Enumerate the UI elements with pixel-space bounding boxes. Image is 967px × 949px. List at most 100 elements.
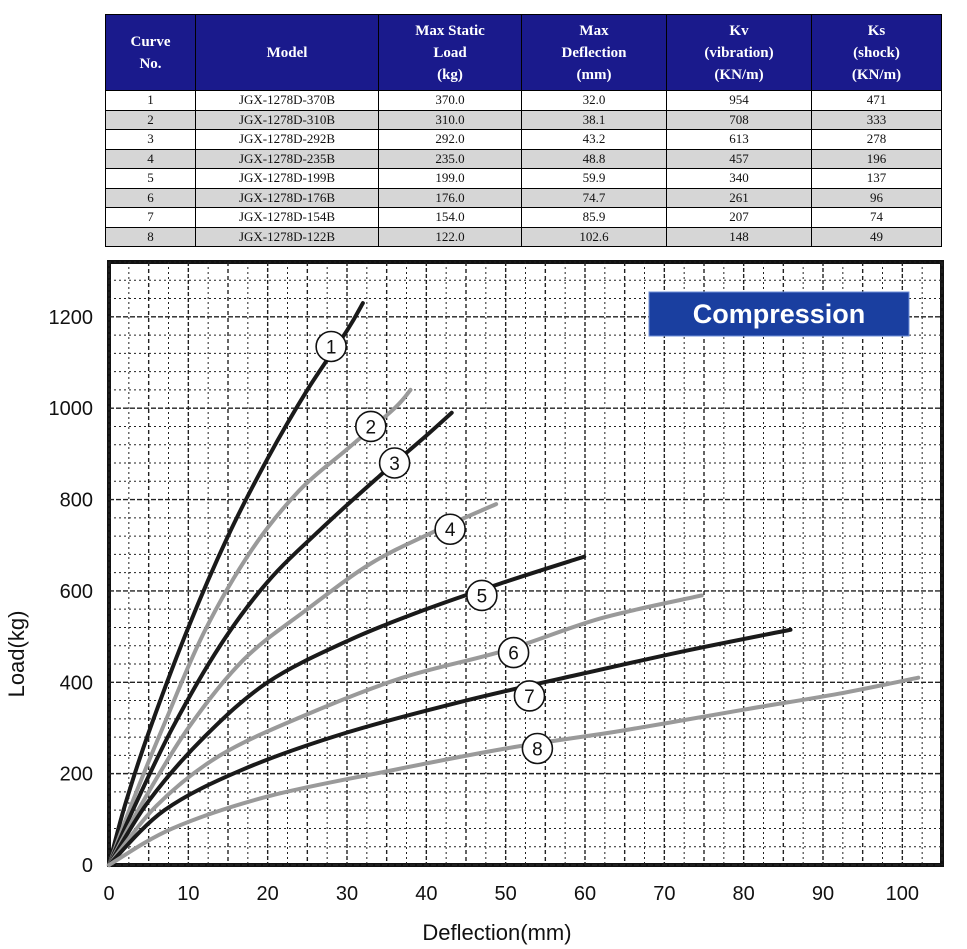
table-cell: 32.0 [521, 90, 667, 111]
table-row: 7 JGX-1278D-154B 154.0 85.9 207 74 [105, 207, 942, 228]
y-axis-title: Load(kg) [4, 611, 29, 698]
curve-label-3: 3 [389, 454, 400, 475]
x-tick-label: 0 [103, 883, 114, 905]
curve-label-4: 4 [445, 520, 456, 541]
table-cell: 199.0 [378, 168, 522, 189]
table-cell: 74 [811, 207, 942, 228]
curve-label-6: 6 [508, 644, 519, 665]
curve-marker-3 [378, 447, 411, 479]
curve-marker-1 [315, 330, 347, 363]
y-tick-label: 1200 [49, 307, 94, 329]
table-cell: 154.0 [378, 207, 522, 228]
curve-line-4 [107, 502, 499, 867]
badge-text: Compression [693, 299, 866, 329]
table-cell: JGX-1278D-199B [195, 168, 379, 189]
table-cell: 38.1 [521, 109, 667, 130]
table-cell: 471 [811, 90, 942, 111]
x-tick-label: 40 [415, 883, 437, 905]
curve-label-7: 7 [524, 687, 535, 708]
table-cell: 6 [105, 187, 196, 208]
curve-line-3 [107, 410, 454, 867]
y-tick-label: 400 [60, 672, 93, 694]
table-cell: 3 [105, 129, 196, 150]
table-cell: 235.0 [378, 148, 522, 169]
table-cell: 278 [811, 129, 942, 150]
y-tick-label: 0 [82, 855, 93, 877]
table-cell: 457 [666, 148, 812, 169]
curve-line-8 [107, 675, 921, 867]
curve-marker-2 [354, 410, 387, 443]
table-cell: 4 [105, 148, 196, 169]
table-cell: 196 [811, 148, 942, 169]
x-tick-label: 10 [177, 883, 199, 905]
table-cell: JGX-1278D-122B [195, 226, 379, 247]
curve-marker-5 [466, 579, 498, 612]
compression-badge: Compression [648, 291, 910, 337]
table-cell: 310.0 [378, 109, 522, 130]
table-cell: 96 [811, 187, 942, 208]
table-cell: 122.0 [378, 226, 522, 247]
table-cell: 261 [666, 187, 812, 208]
table-header: Curve No. Model Max Static Load (kg) Max Deflec… [105, 14, 942, 91]
curve-label-5: 5 [477, 586, 488, 607]
table-cell: 340 [666, 168, 812, 189]
curve-marker-4 [434, 513, 466, 546]
column-header: Ks (shock) (KN/m) [811, 14, 942, 91]
table-row: 2 JGX-1278D-310B 310.0 38.1 708 333 [105, 109, 942, 130]
table-cell: 59.9 [521, 168, 667, 189]
table-cell: 148 [666, 226, 812, 247]
x-tick-label: 80 [733, 883, 755, 905]
grid [108, 261, 943, 866]
x-axis-title: Deflection(mm) [422, 920, 571, 945]
table-cell: 8 [105, 226, 196, 247]
table-cell: 292.0 [378, 129, 522, 150]
table-cell: JGX-1278D-292B [195, 129, 379, 150]
table-cell: 333 [811, 109, 942, 130]
curve-label-1: 1 [326, 338, 337, 359]
table-cell: 370.0 [378, 90, 522, 111]
x-tick-label: 90 [812, 883, 834, 905]
table-cell: 613 [666, 129, 812, 150]
curve-line-5 [107, 554, 587, 867]
table-cell: 102.6 [521, 226, 667, 247]
table-cell: 74.7 [521, 187, 667, 208]
x-tick-label: 50 [495, 883, 517, 905]
table-cell: JGX-1278D-310B [195, 109, 379, 130]
table-row: 5 JGX-1278D-199B 199.0 59.9 340 137 [105, 168, 942, 189]
table-cell: JGX-1278D-176B [195, 187, 379, 208]
curve-marker-6 [497, 636, 530, 669]
column-header: Curve No. [105, 14, 196, 91]
x-tick-label: 100 [886, 883, 919, 905]
table-cell: 7 [105, 207, 196, 228]
table-cell: 708 [666, 109, 812, 130]
spec-table: Curve No. Model Max Static Load (kg) Max Deflec… [105, 14, 942, 247]
badge-box [648, 291, 910, 337]
curve-label-2: 2 [366, 417, 377, 438]
y-tick-label: 800 [60, 490, 93, 512]
x-tick-label: 20 [257, 883, 279, 905]
curve-line-7 [107, 627, 793, 867]
table-cell: 137 [811, 168, 942, 189]
table-cell: 207 [666, 207, 812, 228]
curve-line-6 [107, 593, 704, 867]
y-tick-label: 600 [60, 581, 93, 603]
table-body: 1 JGX-1278D-370B 370.0 32.0 954 471 2 JGX-1278D… [105, 90, 942, 247]
table-cell: JGX-1278D-370B [195, 90, 379, 111]
table-cell: 954 [666, 90, 812, 111]
curve-marker-8 [521, 732, 554, 765]
curve-label-8: 8 [532, 740, 543, 761]
table-cell: 5 [105, 168, 196, 189]
table-row: 8 JGX-1278D-122B 122.0 102.6 148 49 [105, 226, 942, 247]
column-header: Kv (vibration) (KN/m) [666, 14, 812, 91]
y-tick-label: 1000 [49, 398, 94, 420]
x-tick-label: 30 [336, 883, 358, 905]
column-header: Max Deflection (mm) [521, 14, 667, 91]
table-row: 4 JGX-1278D-235B 235.0 48.8 457 196 [105, 148, 942, 169]
table-row: 3 JGX-1278D-292B 292.0 43.2 613 278 [105, 129, 942, 150]
column-header: Max Static Load (kg) [378, 14, 522, 91]
y-tick-label: 200 [60, 764, 93, 786]
x-tick-label: 70 [653, 883, 675, 905]
table-cell: JGX-1278D-154B [195, 207, 379, 228]
table-cell: 176.0 [378, 187, 522, 208]
